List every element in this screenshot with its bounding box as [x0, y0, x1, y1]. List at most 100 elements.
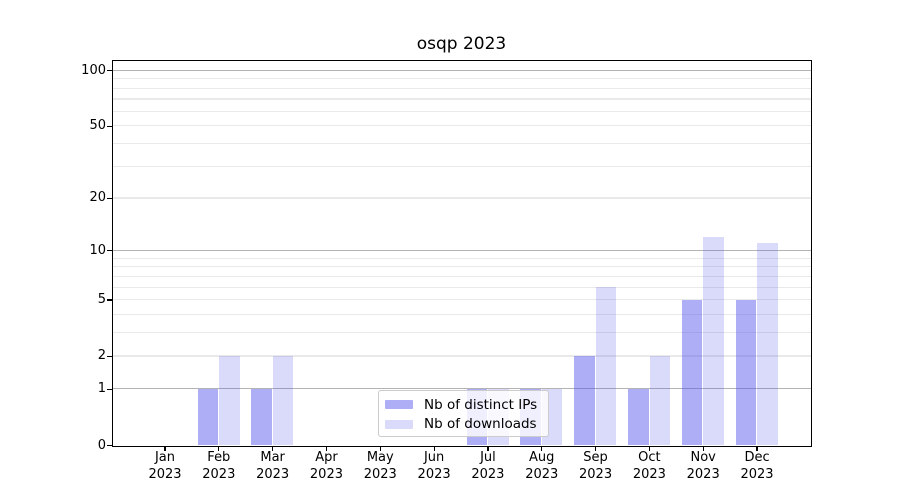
y-gridline-minor-5 [112, 299, 811, 301]
bar-dec-downloads [757, 243, 778, 446]
y-gridline-minor-7 [112, 275, 811, 277]
bar-feb-downloads [219, 355, 240, 446]
x-tick-may [379, 446, 381, 452]
y-gridline-major-10 [112, 249, 811, 252]
bar-sep-downloads [595, 287, 617, 446]
x-tick-label-dec: Dec 2023 [717, 450, 797, 483]
y-gridline-minor-8 [112, 266, 811, 268]
bar-sep-distinct-ips [574, 355, 595, 446]
y-gridline-minor-70 [112, 98, 811, 100]
x-tick-year-jun: 2023 [417, 466, 451, 482]
x-tick-label-jan: Jan 2023 [125, 450, 205, 483]
x-tick-label-mar: Mar 2023 [233, 450, 313, 483]
x-tick-jan [164, 446, 166, 452]
y-gridline-minor-30 [112, 165, 811, 167]
y-tick-0 [107, 444, 112, 447]
x-tick-feb [218, 446, 220, 452]
x-tick-month-apr: Apr [315, 450, 338, 465]
x-tick-apr [325, 446, 328, 452]
y-gridline-minor-3 [112, 332, 811, 334]
x-tick-year-aug: 2023 [525, 466, 559, 482]
y-tick-label-1: 1 [97, 381, 106, 397]
y-tick-20 [107, 197, 112, 199]
y-gridline-minor-40 [112, 142, 811, 145]
y-tick-1 [107, 388, 112, 390]
y-gridline-minor-20 [112, 197, 811, 199]
x-tick-year-feb: 2023 [202, 466, 236, 482]
x-tick-month-aug: Aug [529, 450, 555, 465]
bar-mar-downloads [272, 355, 294, 446]
x-tick-oct [648, 446, 650, 452]
legend-label-downloads: Nb of downloads [424, 416, 537, 433]
x-tick-year-dec: 2023 [740, 466, 774, 482]
x-tick-label-apr: Apr 2023 [286, 450, 366, 483]
x-tick-year-jul: 2023 [471, 466, 505, 482]
y-tick-label-20: 20 [89, 190, 106, 206]
y-gridline-minor-60 [112, 110, 811, 112]
y-gridline-minor-80 [112, 87, 811, 89]
x-tick-month-feb: Feb [207, 450, 231, 465]
x-tick-month-oct: Oct [638, 450, 661, 465]
y-gridline-major-100 [112, 69, 811, 71]
x-tick-month-mar: Mar [260, 450, 285, 465]
x-tick-aug [541, 446, 543, 452]
x-tick-dec [756, 446, 758, 452]
legend: Nb of distinct IPs Nb of downloads [378, 390, 549, 437]
y-tick-label-100: 100 [81, 62, 106, 78]
legend-label-distinct-ips: Nb of distinct IPs [424, 396, 538, 413]
x-tick-month-nov: Nov [690, 450, 716, 465]
plot-area [111, 59, 812, 447]
x-tick-year-jan: 2023 [148, 466, 182, 482]
x-tick-label-oct: Oct 2023 [609, 450, 689, 483]
x-tick-year-sep: 2023 [579, 466, 613, 482]
x-tick-jun [433, 446, 435, 452]
y-tick-label-50: 50 [89, 118, 106, 134]
y-tick-label-0: 0 [97, 437, 106, 453]
x-tick-label-aug: Aug 2023 [502, 450, 582, 483]
x-tick-month-sep: Sep [583, 450, 608, 465]
x-tick-label-jul: Jul 2023 [448, 450, 528, 483]
x-tick-nov [702, 446, 704, 452]
y-tick-50 [107, 125, 112, 127]
x-tick-year-may: 2023 [363, 466, 397, 482]
y-tick-2 [107, 355, 112, 357]
x-tick-sep [594, 446, 597, 452]
x-tick-month-jun: Jun [423, 450, 445, 465]
y-gridline-minor-9 [112, 257, 811, 259]
x-tick-year-oct: 2023 [632, 466, 666, 482]
y-tick-label-5: 5 [97, 291, 106, 307]
x-tick-label-may: May 2023 [340, 450, 420, 483]
bar-oct-downloads [649, 355, 671, 446]
bar-feb-distinct-ips [197, 388, 218, 446]
x-tick-month-jan: Jan [154, 450, 176, 465]
chart-title: osqp 2023 [416, 34, 507, 54]
y-tick-100 [107, 70, 112, 72]
y-gridline-minor-50 [112, 125, 811, 127]
y-tick-5 [107, 299, 112, 301]
x-tick-month-dec: Dec [744, 450, 770, 465]
y-gridline-minor-4 [112, 313, 811, 316]
bar-oct-distinct-ips [628, 388, 649, 446]
x-tick-jul [487, 446, 489, 452]
y-tick-label-10: 10 [89, 242, 106, 258]
x-tick-month-may: May [366, 450, 394, 465]
bar-mar-distinct-ips [251, 388, 272, 446]
x-tick-year-apr: 2023 [309, 466, 343, 482]
legend-row-downloads: Nb of downloads [385, 415, 540, 435]
legend-swatch-distinct-ips [385, 400, 413, 410]
x-tick-label-sep: Sep 2023 [556, 450, 636, 483]
x-tick-month-jul: Jul [480, 450, 496, 465]
y-gridline-minor-90 [112, 78, 811, 80]
x-tick-label-feb: Feb 2023 [179, 450, 259, 483]
x-tick-label-nov: Nov 2023 [663, 450, 743, 483]
bar-dec-distinct-ips [735, 299, 757, 446]
x-tick-year-nov: 2023 [686, 466, 720, 482]
y-gridline-minor-2 [112, 355, 811, 357]
x-tick-year-mar: 2023 [256, 466, 290, 482]
x-tick-label-jun: Jun 2023 [394, 450, 474, 483]
bar-nov-downloads [703, 236, 724, 446]
x-tick-mar [272, 446, 274, 452]
legend-swatch-downloads [385, 419, 413, 429]
y-tick-10 [107, 250, 112, 252]
